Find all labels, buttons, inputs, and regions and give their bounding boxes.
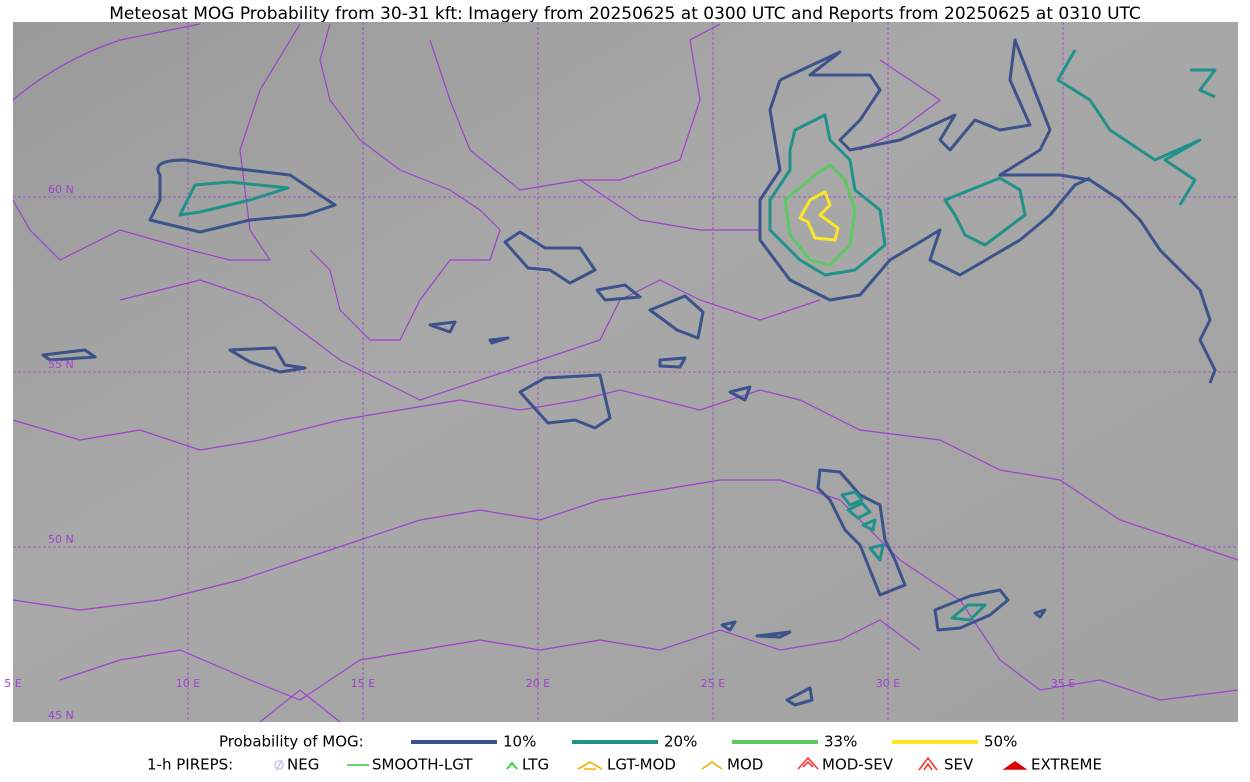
lon-label: 20 E — [526, 677, 550, 690]
legend-label: EXTREME — [1031, 756, 1102, 774]
legend-label: 33% — [824, 733, 857, 751]
legend: Probability of MOG: 1-h PIREPS: 10% 20% 33… — [147, 733, 1102, 774]
lat-label: 45 N — [48, 709, 74, 722]
lon-label: 35 E — [1051, 677, 1075, 690]
legend-icon — [918, 756, 938, 771]
legend-label: LGT-MOD — [607, 756, 676, 774]
lon-label: 10 E — [176, 677, 200, 690]
legend-title: Probability of MOG: — [219, 733, 364, 751]
lat-label: 60 N — [48, 183, 74, 196]
legend-label: SEV — [944, 756, 974, 774]
legend-label: 10% — [503, 733, 536, 751]
legend-icon — [701, 761, 723, 770]
legend-label: 50% — [984, 733, 1017, 751]
legend-icon — [797, 756, 819, 770]
legend-title: 1-h PIREPS: — [147, 756, 233, 774]
legend-icon — [577, 761, 603, 770]
legend-label: MOD-SEV — [822, 756, 894, 774]
lat-label: 50 N — [48, 533, 74, 546]
legend-icon — [274, 759, 284, 771]
legend-label: SMOOTH-LGT — [372, 756, 473, 774]
graticule — [13, 22, 1238, 722]
legend-label: 20% — [664, 733, 697, 751]
legend-icon — [506, 761, 518, 770]
lon-label: 15 E — [351, 677, 375, 690]
legend-label: MOD — [727, 756, 763, 774]
title: Meteosat MOG Probability from 30-31 kft:… — [109, 4, 1141, 24]
coastlines — [12, 23, 1239, 723]
legend-label: NEG — [287, 756, 319, 774]
contours — [41, 38, 1217, 707]
lon-label: 25 E — [701, 677, 725, 690]
lon-label: 30 E — [876, 677, 900, 690]
legend-icon — [1002, 761, 1028, 770]
lat-label: 55 N — [48, 358, 74, 371]
map: 60 N 55 N 50 N 45 N 5 E 10 E 15 E 20 E 25 E 30 E 3… — [4, 22, 1239, 723]
lon-label: 5 E — [4, 677, 21, 690]
legend-label: LTG — [522, 756, 549, 774]
